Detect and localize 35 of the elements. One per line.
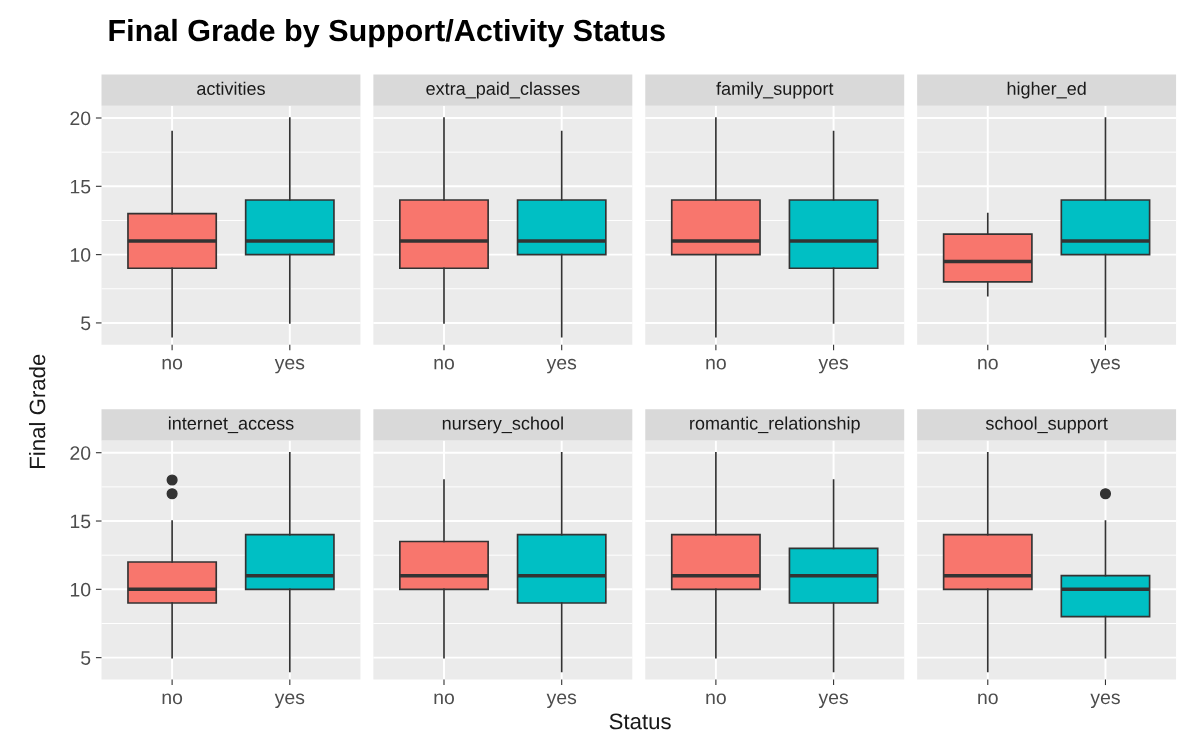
chart-title: nursery_school bbox=[442, 416, 563, 434]
y-tick-label: 20 bbox=[70, 111, 91, 126]
x-tick-label: yes bbox=[546, 358, 577, 374]
x-tick-label: no bbox=[978, 693, 998, 705]
text: Final Grade by Support/Activity Status bbox=[109, 18, 665, 48]
chart-title: school_support bbox=[985, 416, 1108, 434]
chart-title: higher_ed bbox=[1007, 81, 1086, 99]
chart-title: internet_access bbox=[168, 416, 294, 434]
x-tick-label: yes bbox=[274, 358, 305, 374]
y-tick-label: 20 bbox=[70, 446, 91, 460]
x-tick-label: yes bbox=[274, 693, 305, 709]
x-tick-label: no bbox=[162, 358, 183, 370]
y-tick-label: 5 bbox=[81, 316, 91, 331]
chart-title: romantic_relationship bbox=[690, 416, 860, 434]
x-tick-label: yes bbox=[1090, 693, 1120, 709]
x-tick-label: no bbox=[706, 693, 726, 705]
x-tick-label: no bbox=[434, 358, 454, 370]
y-tick-label: 15 bbox=[70, 179, 91, 194]
x-tick-label: no bbox=[978, 358, 998, 370]
x-tick-label: no bbox=[706, 358, 726, 370]
x-axis-title: Status bbox=[609, 713, 671, 730]
x-tick-label: yes bbox=[1090, 358, 1120, 374]
x-tick-label: yes bbox=[818, 358, 849, 374]
chart-title: activities bbox=[197, 81, 265, 96]
x-tick-label: yes bbox=[818, 693, 849, 709]
y-tick-label: 5 bbox=[81, 651, 91, 665]
y-tick-label: 10 bbox=[70, 582, 91, 597]
x-tick-label: no bbox=[162, 693, 183, 705]
chart-title: extra_paid_classes bbox=[426, 81, 580, 99]
y-tick-label: 15 bbox=[70, 514, 91, 529]
y-tick-label: 10 bbox=[70, 248, 91, 262]
chart-title: family_support bbox=[716, 81, 834, 99]
x-tick-label: no bbox=[434, 693, 454, 705]
y-axis-title: Final Grade bbox=[28, 354, 46, 468]
x-tick-label: yes bbox=[546, 693, 577, 709]
